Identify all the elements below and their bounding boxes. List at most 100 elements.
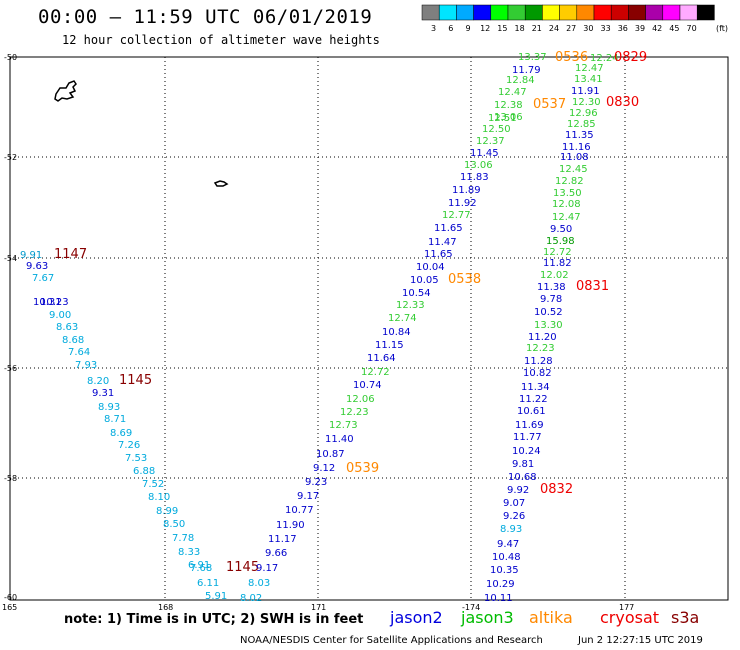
swh-value: 11.17 bbox=[268, 534, 297, 545]
swh-value: 10.29 bbox=[486, 579, 515, 590]
swh-value: 11.16 bbox=[562, 142, 591, 153]
lon-label: 168 bbox=[158, 603, 173, 612]
swh-value: 11.35 bbox=[565, 130, 594, 141]
legend-swatch bbox=[438, 4, 457, 21]
swh-value: 11.15 bbox=[375, 340, 404, 351]
swh-value: 11.91 bbox=[571, 86, 600, 97]
swh-value: 12.06 bbox=[346, 394, 375, 405]
legend-label: 18 bbox=[515, 24, 525, 33]
swh-value: 12.50 bbox=[482, 124, 511, 135]
generated-time: Jun 2 12:27:15 UTC 2019 bbox=[578, 635, 703, 646]
swh-value: 8.33 bbox=[178, 547, 200, 558]
legend-label: 27 bbox=[566, 24, 576, 33]
track-time: 0829 bbox=[614, 50, 647, 65]
track-time: 0830 bbox=[606, 95, 639, 110]
track-time: 0832 bbox=[540, 482, 573, 497]
swh-value: 11.22 bbox=[519, 394, 548, 405]
swh-value: 10.61 bbox=[517, 406, 546, 417]
legend-swatch bbox=[490, 4, 509, 21]
swh-value: 12.84 bbox=[506, 75, 535, 86]
legend-swatch bbox=[524, 4, 543, 21]
swh-value: 12.96 bbox=[569, 108, 598, 119]
swh-value: 12.82 bbox=[555, 176, 584, 187]
color-legend: 3 6 9 12 15 18 21 24 27 30 33 36 39 42 45 70 bbox=[421, 4, 715, 33]
lat-label: -52 bbox=[4, 153, 17, 162]
track-time: 0536 bbox=[555, 50, 588, 65]
swh-value: 9.66 bbox=[265, 548, 287, 559]
swh-value: 10.48 bbox=[492, 552, 521, 563]
swh-value: 8.68 bbox=[62, 335, 84, 346]
swh-value: 11.82 bbox=[543, 258, 572, 269]
swh-value: 12.47 bbox=[575, 63, 604, 74]
swh-value: 6.88 bbox=[133, 466, 155, 477]
swh-value: 10.82 bbox=[523, 368, 552, 379]
legend-swatch bbox=[421, 4, 440, 21]
swh-value: 9.81 bbox=[512, 459, 534, 470]
swh-value: 12.77 bbox=[442, 210, 471, 221]
legend-swatch bbox=[576, 4, 595, 21]
swh-value: 13.37 bbox=[518, 52, 547, 63]
legend-label: 3 bbox=[431, 24, 436, 33]
swh-value: 12.72 bbox=[361, 367, 390, 378]
track-time: 0538 bbox=[448, 272, 481, 287]
swh-value: 11.69 bbox=[515, 420, 544, 431]
swh-value: 7.26 bbox=[118, 440, 140, 451]
swh-value: 8.71 bbox=[104, 414, 126, 425]
swh-value: 10.74 bbox=[353, 380, 382, 391]
sat-s3a: s3a bbox=[671, 608, 700, 627]
track-time: 1145 bbox=[119, 373, 152, 388]
swh-value: 11.65 bbox=[434, 223, 463, 234]
swh-value: 12.47 bbox=[498, 87, 527, 98]
swh-value: 8.93 bbox=[500, 524, 522, 535]
swh-value: 7.78 bbox=[172, 533, 194, 544]
swh-value: 9.47 bbox=[497, 539, 519, 550]
swh-value: 11.89 bbox=[452, 185, 481, 196]
legend-label: 45 bbox=[669, 24, 679, 33]
swh-value: 11.79 bbox=[512, 65, 541, 76]
swh-value: 11.47 bbox=[428, 237, 457, 248]
legend-swatch bbox=[610, 4, 629, 21]
lat-label: -60 bbox=[4, 593, 17, 602]
swh-value: 9.12 bbox=[313, 463, 335, 474]
swh-value: 12.23 bbox=[340, 407, 369, 418]
swh-value: 12.08 bbox=[552, 199, 581, 210]
swh-value: 8.50 bbox=[163, 519, 185, 530]
track-time: 1145 bbox=[226, 560, 259, 575]
swh-value: 5.91 bbox=[205, 591, 227, 602]
map-subtitle: 12 hour collection of altimeter wave hei… bbox=[62, 33, 380, 47]
swh-value: 12.24 bbox=[590, 53, 619, 64]
campbell-island-shape bbox=[213, 180, 229, 187]
legend-swatch bbox=[696, 4, 715, 21]
swh-value: 9.17 bbox=[297, 491, 319, 502]
swh-value: 8.10 bbox=[148, 492, 170, 503]
swh-value: 10.24 bbox=[512, 446, 541, 457]
swh-value: 8.69 bbox=[110, 428, 132, 439]
legend-swatch bbox=[645, 4, 664, 21]
track-c: 10.11 10.29 10.35 10.48 9.47 8.93 9.26 9.07 9.92… bbox=[484, 50, 647, 604]
swh-value: 9.31 bbox=[92, 388, 114, 399]
legend-label: 70 bbox=[687, 24, 697, 33]
swh-value: 13.50 bbox=[553, 188, 582, 199]
legend-label: 36 bbox=[618, 24, 628, 33]
swh-value: 11.83 bbox=[460, 172, 489, 183]
swh-value: 10.04 bbox=[416, 262, 445, 273]
swh-value: 11.92 bbox=[448, 198, 477, 209]
track-b: 8.02 8.03 9.17 9.66 11.17 11.90 10.77 9.17 9.23 9… bbox=[240, 50, 588, 604]
swh-value: 15.98 bbox=[546, 236, 575, 247]
swh-value: 10.84 bbox=[382, 327, 411, 338]
swh-value: 10.05 bbox=[410, 275, 439, 286]
swh-value: 9.78 bbox=[540, 294, 562, 305]
swh-value: 9.26 bbox=[503, 511, 525, 522]
swh-value: 12.73 bbox=[329, 420, 358, 431]
legend-label: 21 bbox=[532, 24, 542, 33]
swh-value: 9.91 bbox=[20, 250, 42, 261]
legend-swatch bbox=[662, 4, 681, 21]
swh-value: 13.30 bbox=[534, 320, 563, 331]
legend-label: 30 bbox=[583, 24, 593, 33]
swh-value: 10.35 bbox=[490, 565, 519, 576]
swh-value: 12.47 bbox=[552, 212, 581, 223]
legend-label: 24 bbox=[549, 24, 559, 33]
swh-value: 12.02 bbox=[540, 270, 569, 281]
sat-jason2: jason2 bbox=[390, 608, 443, 627]
